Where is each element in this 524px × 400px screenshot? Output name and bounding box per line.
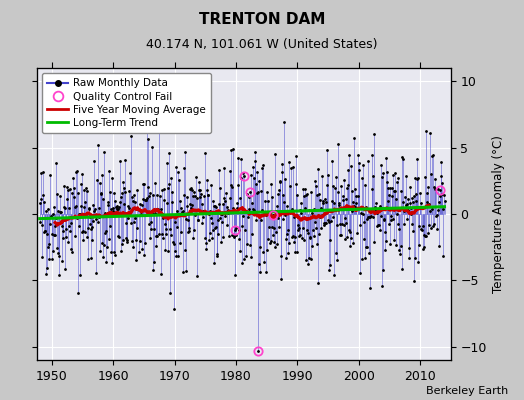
Text: 40.174 N, 101.061 W (United States): 40.174 N, 101.061 W (United States) <box>146 38 378 51</box>
Legend: Raw Monthly Data, Quality Control Fail, Five Year Moving Average, Long-Term Tren: Raw Monthly Data, Quality Control Fail, … <box>42 73 211 133</box>
Y-axis label: Temperature Anomaly (°C): Temperature Anomaly (°C) <box>492 135 505 293</box>
Text: Berkeley Earth: Berkeley Earth <box>426 386 508 396</box>
Text: TRENTON DAM: TRENTON DAM <box>199 12 325 27</box>
